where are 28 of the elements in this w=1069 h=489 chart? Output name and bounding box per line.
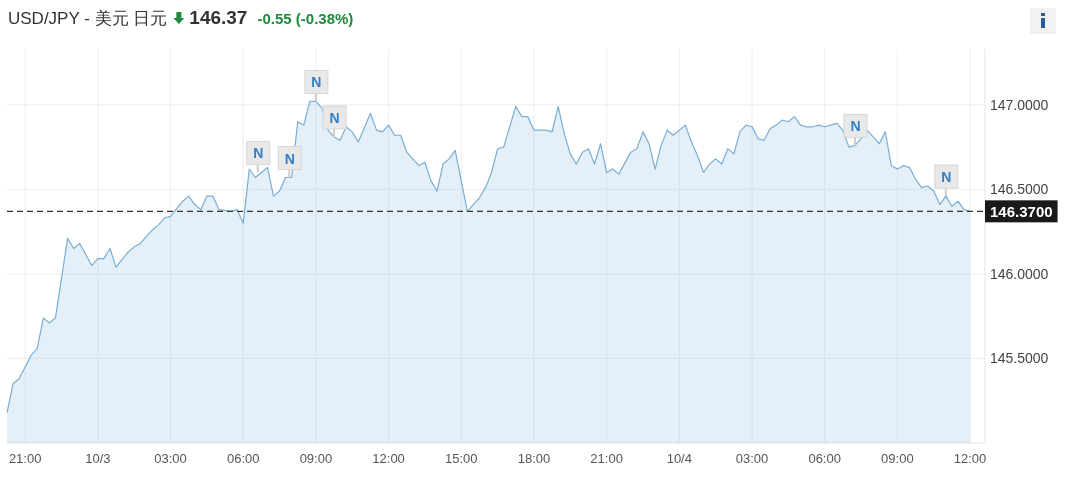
x-tick-label: 10/3 <box>85 451 111 466</box>
annotation: N <box>311 74 322 91</box>
text: -0.55 (-0.38%) <box>257 10 354 27</box>
y-tick-label: 147.0000 <box>990 96 1049 113</box>
x-tick-label: 09:00 <box>299 451 333 466</box>
x-tick-label: 10/4 <box>666 451 692 466</box>
annotation: N <box>850 118 861 135</box>
annotation: N <box>253 145 264 162</box>
x-tick-label: 18:00 <box>517 451 551 466</box>
text: 146.37 <box>189 7 248 28</box>
y-tick-label: 146.0000 <box>990 265 1049 282</box>
annotation: N <box>941 169 952 186</box>
x-tick-label: 12:00 <box>953 451 987 466</box>
y-tick-label: 146.5000 <box>990 181 1049 198</box>
ref-line-label: 146.3700 <box>990 203 1053 221</box>
annotation: N <box>329 109 340 126</box>
x-tick-label: 21:00 <box>590 451 623 466</box>
annotation: N <box>284 150 295 167</box>
x-tick-label: 21:00 <box>8 451 42 466</box>
x-tick-label: 06:00 <box>808 451 841 466</box>
x-tick-label: 09:00 <box>881 451 914 466</box>
x-tick-label: 03:00 <box>735 451 769 466</box>
chart-title: USD/JPY - 美元 日元 <box>8 9 168 28</box>
x-tick-label: 03:00 <box>154 451 187 466</box>
x-tick-label: 06:00 <box>226 451 260 466</box>
y-tick-label: 145.5000 <box>990 350 1049 367</box>
x-tick-label: 12:00 <box>372 451 405 466</box>
x-tick-label: 15:00 <box>445 451 478 466</box>
